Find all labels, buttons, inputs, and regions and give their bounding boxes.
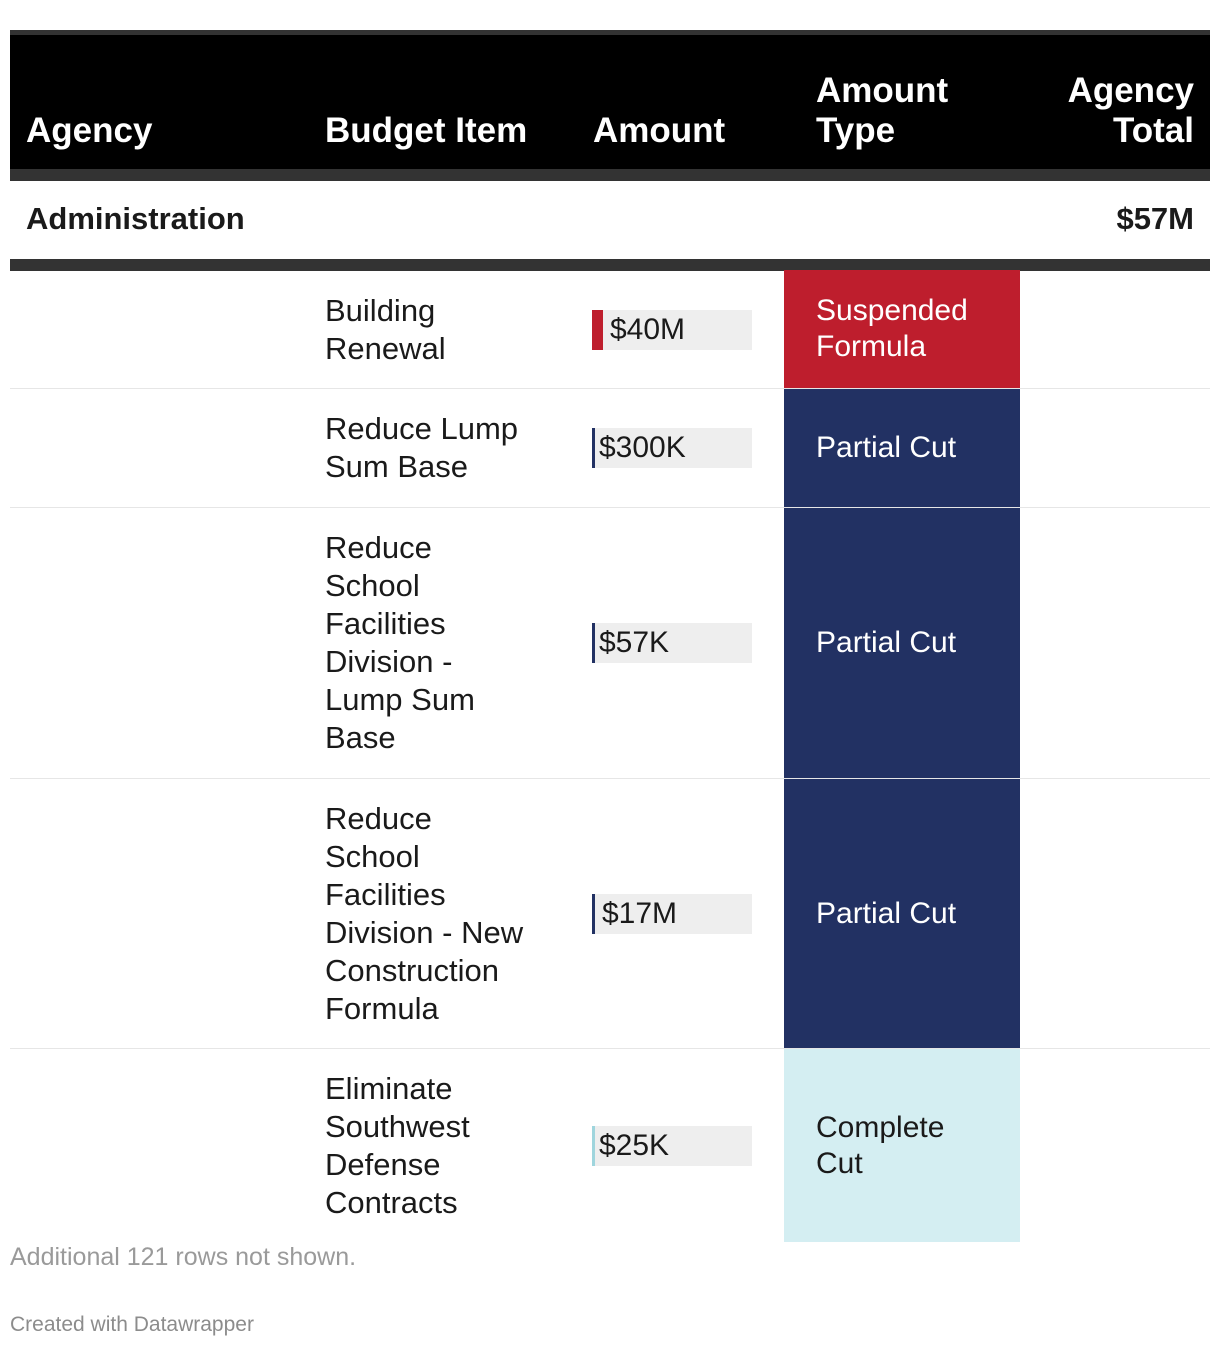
table-row: Reduce School Facilities Division - Lump Sum…	[10, 508, 1210, 779]
table-row: Reduce School Facilities Division - New Cons…	[10, 779, 1210, 1049]
amount-bar	[592, 623, 595, 663]
amount-value: $40M	[610, 313, 686, 346]
budget-item-label: Building Renewal	[325, 293, 446, 366]
amount-value: $17M	[602, 897, 678, 930]
group-agency-name: Administration	[26, 201, 245, 236]
amount-bar	[592, 310, 603, 350]
table-row: Reduce Lump Sum Base $300K Partial Cut	[10, 389, 1210, 508]
amount-cell: $300K	[592, 428, 752, 468]
table-header: Agency Budget Item Amount Amount Type Ag…	[10, 30, 1210, 181]
table-body: Building Renewal $40M Suspended Formula Reduc…	[10, 270, 1210, 1242]
group-agency-total: $57M	[1116, 201, 1194, 236]
amount-type-label: Partial Cut	[816, 897, 957, 930]
amount-type-label: Suspended Formula	[816, 294, 968, 363]
amount-bar	[592, 1126, 595, 1166]
amount-value: $25K	[599, 1129, 670, 1162]
amount-bar	[592, 894, 595, 934]
budget-item-label: Reduce Lump Sum Base	[325, 411, 519, 484]
budget-item-label: Reduce School Facilities Division - Lump Sum…	[325, 530, 475, 755]
budget-item-label: Reduce School Facilities Division - New Cons…	[325, 801, 524, 1026]
budget-table: Agency Budget Item Amount Amount Type Ag…	[10, 30, 1210, 1242]
amount-bar	[592, 428, 595, 468]
amount-type-label: Partial Cut	[816, 626, 957, 659]
column-header-agency[interactable]: Agency	[26, 111, 153, 150]
column-header-budget-item[interactable]: Budget Item	[325, 111, 528, 150]
amount-type-label: Partial Cut	[816, 431, 957, 464]
column-header-amount[interactable]: Amount	[593, 111, 726, 150]
amount-value: $57K	[599, 626, 670, 659]
amount-value: $300K	[599, 431, 686, 464]
amount-type-cell: Complete Cut	[784, 1049, 1020, 1242]
datawrapper-credit[interactable]: Created with Datawrapper	[10, 1313, 254, 1336]
amount-type-cell: Partial Cut	[784, 508, 1020, 778]
amount-type-cell: Partial Cut	[784, 389, 1020, 507]
amount-cell: $40M	[592, 310, 752, 350]
amount-cell: $25K	[592, 1126, 752, 1166]
column-header-amount-type[interactable]: Amount Type	[816, 71, 949, 150]
amount-cell: $57K	[592, 623, 752, 663]
amount-type-cell: Suspended Formula	[784, 270, 1020, 388]
rows-not-shown-note: Additional 121 rows not shown.	[10, 1243, 357, 1271]
group-row: Administration $57M	[10, 181, 1210, 271]
table-row: Building Renewal $40M Suspended Formula	[10, 270, 1210, 389]
amount-type-label: Complete Cut	[816, 1111, 945, 1180]
budget-item-label: Eliminate Southwest Defense Contracts	[325, 1071, 470, 1220]
amount-cell: $17M	[592, 894, 752, 934]
column-header-agency-total[interactable]: Agency Total	[1067, 71, 1194, 150]
table-row: Eliminate Southwest Defense Contracts $25K Co…	[10, 1049, 1210, 1242]
amount-type-cell: Partial Cut	[784, 779, 1020, 1048]
